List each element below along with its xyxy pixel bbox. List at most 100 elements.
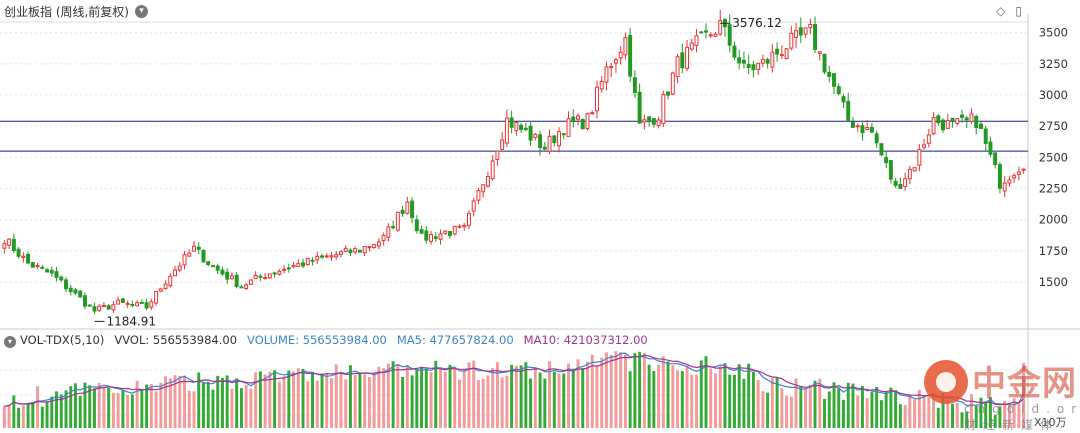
volume-bar (780, 388, 784, 428)
chevron-down-icon[interactable]: ▾ (135, 5, 148, 18)
y-tick-label: 2750 (1039, 119, 1068, 133)
candle-down (727, 24, 732, 46)
volume-indicator-name[interactable]: ▾ VOL-TDX(5,10) (4, 333, 104, 348)
volume-bar (965, 411, 969, 428)
candle-down (433, 236, 438, 239)
candle-down (106, 305, 111, 310)
volume-bar (320, 373, 324, 428)
volume-bar (254, 372, 258, 428)
volume-bar (363, 374, 367, 428)
volume-bar (936, 407, 940, 428)
chart-title-bar[interactable]: 创业板指 (周线,前复权) ▾ (4, 3, 148, 20)
candle-down (59, 276, 64, 281)
volume-bar (2, 406, 6, 428)
candle-down (960, 114, 964, 118)
candle-up (187, 252, 192, 257)
volume-bar (107, 387, 111, 428)
candle-up (514, 122, 519, 132)
volume-bar (88, 385, 92, 428)
candle-up (101, 305, 106, 308)
volume-bar (102, 386, 106, 428)
volume-bar (581, 368, 585, 428)
candle-up (907, 168, 912, 180)
candle-up (917, 149, 922, 166)
volume-bar (40, 406, 44, 428)
candle-down (258, 275, 263, 278)
candle-up (926, 134, 931, 144)
candle-down (813, 23, 818, 50)
candle-up (618, 51, 623, 59)
y-tick-label: 2000 (1039, 213, 1068, 227)
candle-up (922, 144, 927, 148)
candle-down (666, 91, 671, 96)
candle-up (329, 255, 334, 258)
extreme-value-label: 3576.12 (732, 16, 782, 30)
volume-bar (704, 356, 708, 428)
candle-up (865, 126, 870, 131)
chevron-down-icon[interactable]: ▾ (4, 336, 16, 348)
candle-down (737, 57, 742, 64)
volume-bar (97, 382, 101, 428)
diamond-icon[interactable]: ◇ (996, 4, 1006, 18)
volume-bar (83, 382, 87, 428)
volume-bar (661, 356, 665, 428)
candle-up (1007, 179, 1012, 184)
candle-up (490, 160, 495, 180)
volume-bar (429, 372, 433, 428)
window-icon[interactable]: ▯ (1015, 4, 1022, 18)
candle-up (315, 255, 320, 261)
volume-bar (439, 369, 442, 428)
candle-down (964, 117, 969, 121)
candle-down (448, 231, 452, 236)
candle-up (267, 273, 272, 279)
ma10-value: MA10: 421037312.00 (523, 333, 648, 347)
volume-bar (154, 391, 158, 428)
volume-bar (590, 354, 594, 428)
candle-up (576, 115, 580, 120)
volume-bar (652, 370, 656, 428)
candle-up (642, 119, 647, 123)
volume-value: VOLUME: 556553984.00 (247, 333, 387, 347)
candle-up (192, 245, 196, 252)
volume-bar (64, 390, 68, 428)
volume-bar (453, 368, 457, 428)
candle-up (504, 117, 509, 144)
candle-up (533, 133, 538, 139)
candle-down (528, 125, 533, 141)
volume-bar (984, 402, 988, 428)
volume-bar (178, 375, 182, 428)
volume-bar (600, 357, 604, 428)
volume-bar (903, 405, 907, 428)
y-tick-label: 3250 (1039, 57, 1068, 71)
candle-down (741, 59, 746, 64)
volume-bar (761, 391, 765, 428)
candle-up (277, 270, 282, 275)
candle-down (637, 91, 642, 124)
volume-bar (714, 373, 717, 428)
candle-down (45, 269, 50, 273)
volume-bar (306, 381, 310, 428)
volume-bar (571, 368, 575, 428)
candle-down (206, 261, 211, 266)
candle-up (97, 305, 102, 311)
volume-bar (552, 371, 556, 428)
volume-bar (614, 351, 618, 428)
candle-up (718, 20, 723, 35)
volume-bar (851, 383, 855, 428)
candle-down (92, 306, 97, 312)
candle-up (694, 35, 699, 46)
volume-bar (420, 366, 424, 428)
candle-down (846, 100, 851, 121)
volume-bar (1007, 403, 1011, 428)
volume-bar (36, 386, 40, 428)
volume-bar (538, 372, 542, 428)
candle-down (827, 71, 832, 77)
candle-up (594, 86, 599, 112)
volume-bar (149, 383, 153, 428)
candle-down (983, 128, 988, 144)
volume-bar (884, 391, 888, 428)
candle-up (282, 268, 287, 271)
volume-bar (31, 401, 35, 428)
candle-up (466, 212, 471, 226)
volume-bar (894, 390, 898, 428)
